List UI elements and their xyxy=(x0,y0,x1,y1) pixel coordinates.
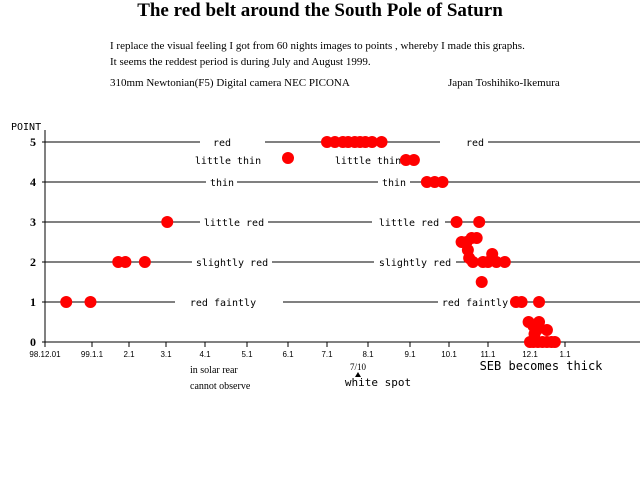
x-tick-label: 4.1 xyxy=(199,350,211,359)
white-spot-annotation: white spot xyxy=(345,376,411,389)
level-label: little thin xyxy=(195,156,261,167)
data-point xyxy=(84,296,97,308)
data-point xyxy=(466,256,479,268)
level-label: red faintly xyxy=(190,298,256,309)
x-tick-label: 1.1 xyxy=(559,350,571,359)
data-point xyxy=(407,154,420,166)
data-point xyxy=(60,296,73,308)
x-tick-label: 10.1 xyxy=(441,350,457,359)
x-tick-label: 3.1 xyxy=(160,350,172,359)
data-point xyxy=(473,216,486,228)
data-point xyxy=(533,296,546,308)
level-label: little red xyxy=(204,218,264,229)
y-tick-label: 1 xyxy=(30,295,36,309)
seb-annotation: SEB becomes thick xyxy=(480,359,604,373)
level-label: red xyxy=(213,138,231,149)
data-point xyxy=(450,216,463,228)
data-point xyxy=(490,256,503,268)
white-spot-date: 7/10 xyxy=(350,362,367,372)
level-label: thin xyxy=(382,178,406,189)
x-tick-label: 99.1.1 xyxy=(81,350,104,359)
x-tick-label: 98.12.01 xyxy=(29,350,61,359)
level-label: slightly red xyxy=(196,258,268,269)
y-tick-label: 4 xyxy=(30,175,36,189)
data-point xyxy=(498,256,511,268)
data-point xyxy=(375,136,388,148)
x-tick-label: 2.1 xyxy=(123,350,135,359)
equipment-text: 310mm Newtonian(F5) Digital camera NEC P… xyxy=(110,77,350,89)
x-tick-label: 8.1 xyxy=(362,350,374,359)
data-point xyxy=(366,136,379,148)
y-tick-label: 0 xyxy=(30,335,36,349)
description-line-1: I replace the visual feeling I got from … xyxy=(110,40,525,52)
data-point xyxy=(436,176,449,188)
data-point xyxy=(540,324,553,336)
level-label: little red xyxy=(379,218,439,229)
data-point xyxy=(548,336,561,348)
x-tick-label: 6.1 xyxy=(282,350,294,359)
x-tick-label: 11.1 xyxy=(481,350,497,359)
data-point xyxy=(475,276,488,288)
chart-title: The red belt around the South Pole of Sa… xyxy=(137,0,503,21)
white-spot-marker xyxy=(355,372,361,377)
data-point xyxy=(161,216,174,228)
x-tick-label: 12.1 xyxy=(522,350,538,359)
data-point xyxy=(119,256,132,268)
data-point xyxy=(470,232,483,244)
data-point xyxy=(138,256,151,268)
y-tick-label: 5 xyxy=(30,135,36,149)
solar-rear-annotation: cannot observe xyxy=(190,381,251,392)
level-label: thin xyxy=(210,178,234,189)
description-line-2: It seems the reddest period is during Ju… xyxy=(110,56,371,68)
data-point xyxy=(533,316,546,328)
level-label: little thin xyxy=(335,156,401,167)
data-point xyxy=(515,296,528,308)
x-tick-label: 7.1 xyxy=(321,350,333,359)
x-tick-label: 5.1 xyxy=(241,350,253,359)
data-point xyxy=(282,152,294,164)
author-text: Japan Toshihiko-Ikemura xyxy=(448,77,560,89)
solar-rear-annotation: in solar rear xyxy=(190,365,238,376)
level-label: red faintly xyxy=(442,298,508,309)
y-tick-label: 3 xyxy=(30,215,36,229)
y-axis-label: POINT xyxy=(11,122,41,133)
x-tick-label: 9.1 xyxy=(404,350,416,359)
level-label: red xyxy=(466,138,484,149)
level-label: slightly red xyxy=(379,258,451,269)
y-tick-label: 2 xyxy=(30,255,36,269)
